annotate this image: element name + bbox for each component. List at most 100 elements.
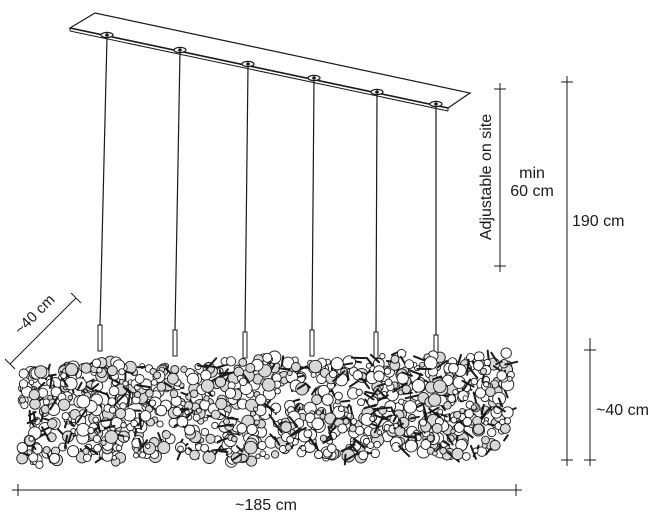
crystal-disc bbox=[116, 408, 126, 418]
pendant-tube bbox=[243, 332, 247, 358]
crystal-disc bbox=[68, 446, 79, 457]
crystal-disc bbox=[48, 419, 58, 429]
crystal-disc bbox=[347, 413, 352, 418]
crystal-disc bbox=[201, 444, 209, 452]
mount-center bbox=[178, 48, 182, 52]
crystal-disc bbox=[156, 405, 167, 416]
crystal-disc bbox=[263, 353, 272, 362]
crystal-disc bbox=[486, 387, 496, 397]
crystal-disc bbox=[162, 431, 170, 439]
crystal-disc bbox=[203, 451, 215, 463]
crystal-disc bbox=[234, 367, 244, 377]
crystal-disc bbox=[94, 444, 102, 452]
crystal-disc bbox=[62, 413, 69, 420]
crystal-disc bbox=[275, 388, 281, 394]
crystal-disc bbox=[29, 390, 39, 400]
crystal-disc bbox=[328, 444, 337, 453]
crystal-disc bbox=[471, 405, 476, 410]
crystal-disc bbox=[394, 423, 399, 428]
crystal-disc bbox=[473, 424, 483, 434]
crystal-disc bbox=[97, 368, 102, 373]
crystal-disc bbox=[448, 395, 456, 403]
crystal-disc bbox=[190, 390, 198, 398]
crystal-disc bbox=[405, 360, 414, 369]
crystal-disc bbox=[225, 388, 235, 398]
crystal-disc bbox=[384, 368, 390, 374]
crystal-disc bbox=[484, 359, 490, 365]
crystal-disc bbox=[322, 394, 333, 405]
crystal-disc bbox=[444, 402, 452, 410]
crystal-disc bbox=[50, 453, 60, 463]
body-height-dimension: ~40 cm bbox=[584, 338, 649, 466]
crystal-rod bbox=[135, 429, 136, 435]
crystal-disc bbox=[480, 368, 486, 374]
crystal-disc bbox=[66, 364, 78, 376]
crystal-disc bbox=[262, 378, 275, 391]
crystal-disc bbox=[177, 416, 188, 427]
crystal-disc bbox=[271, 451, 278, 458]
crystal-rod bbox=[30, 411, 31, 423]
crystal-disc bbox=[237, 423, 247, 433]
crystal-rod bbox=[182, 393, 188, 395]
crystal-disc bbox=[206, 434, 215, 443]
crystal-disc bbox=[374, 371, 384, 381]
crystal-disc bbox=[239, 378, 247, 386]
crystal-disc bbox=[358, 399, 365, 406]
crystal-disc bbox=[83, 454, 91, 462]
crystal-disc bbox=[316, 410, 321, 415]
crystal-disc bbox=[77, 395, 90, 408]
crystal-disc bbox=[462, 453, 470, 461]
crystal-disc bbox=[124, 436, 129, 441]
crystal-disc bbox=[331, 358, 343, 370]
crystal-disc bbox=[343, 419, 349, 425]
crystal-disc bbox=[92, 359, 100, 367]
crystal-disc bbox=[68, 395, 72, 399]
crystal-disc bbox=[216, 398, 227, 409]
crystal-disc bbox=[356, 389, 362, 395]
crystal-disc bbox=[473, 448, 478, 453]
crystal-rod bbox=[101, 420, 111, 421]
crystal-disc bbox=[429, 394, 441, 406]
crystal-disc bbox=[187, 373, 199, 385]
crystal-disc bbox=[27, 450, 32, 455]
crystal-disc bbox=[312, 395, 322, 405]
crystal-rod bbox=[504, 435, 508, 440]
crystal-disc bbox=[335, 392, 343, 400]
crystal-disc bbox=[497, 371, 507, 381]
crystal-disc bbox=[19, 380, 27, 388]
crystal-disc bbox=[399, 399, 404, 404]
crystal-disc bbox=[402, 385, 410, 393]
crystal-disc bbox=[380, 354, 385, 359]
crystal-disc bbox=[463, 396, 468, 401]
crystal-disc bbox=[246, 364, 255, 373]
crystal-disc bbox=[484, 421, 488, 425]
mount-center bbox=[105, 33, 109, 37]
crystal-disc bbox=[171, 366, 179, 374]
crystal-disc bbox=[134, 448, 139, 453]
crystal-disc bbox=[432, 423, 442, 433]
crystal-disc bbox=[507, 376, 512, 381]
crystal-disc bbox=[134, 453, 139, 458]
crystal-disc bbox=[61, 373, 67, 379]
crystal-rod bbox=[220, 451, 228, 452]
crystal-disc bbox=[359, 451, 368, 460]
crystal-disc bbox=[434, 380, 447, 393]
crystal-disc bbox=[239, 359, 247, 367]
crystal-disc bbox=[20, 397, 26, 403]
crystal-disc bbox=[465, 409, 474, 418]
crystal-disc bbox=[484, 382, 489, 387]
crystal-disc bbox=[312, 418, 324, 430]
crystal-disc bbox=[351, 419, 357, 425]
crystal-disc bbox=[146, 444, 150, 448]
crystal-disc bbox=[181, 366, 187, 372]
crystal-disc bbox=[146, 390, 154, 398]
crystal-disc bbox=[29, 436, 34, 441]
crystal-rod bbox=[342, 401, 350, 402]
crystal-disc bbox=[196, 408, 201, 413]
crystal-disc bbox=[311, 372, 316, 377]
crystal-disc bbox=[315, 451, 323, 459]
crystal-disc bbox=[185, 425, 195, 435]
crystal-disc bbox=[121, 423, 126, 428]
pendant-tube bbox=[374, 332, 378, 358]
